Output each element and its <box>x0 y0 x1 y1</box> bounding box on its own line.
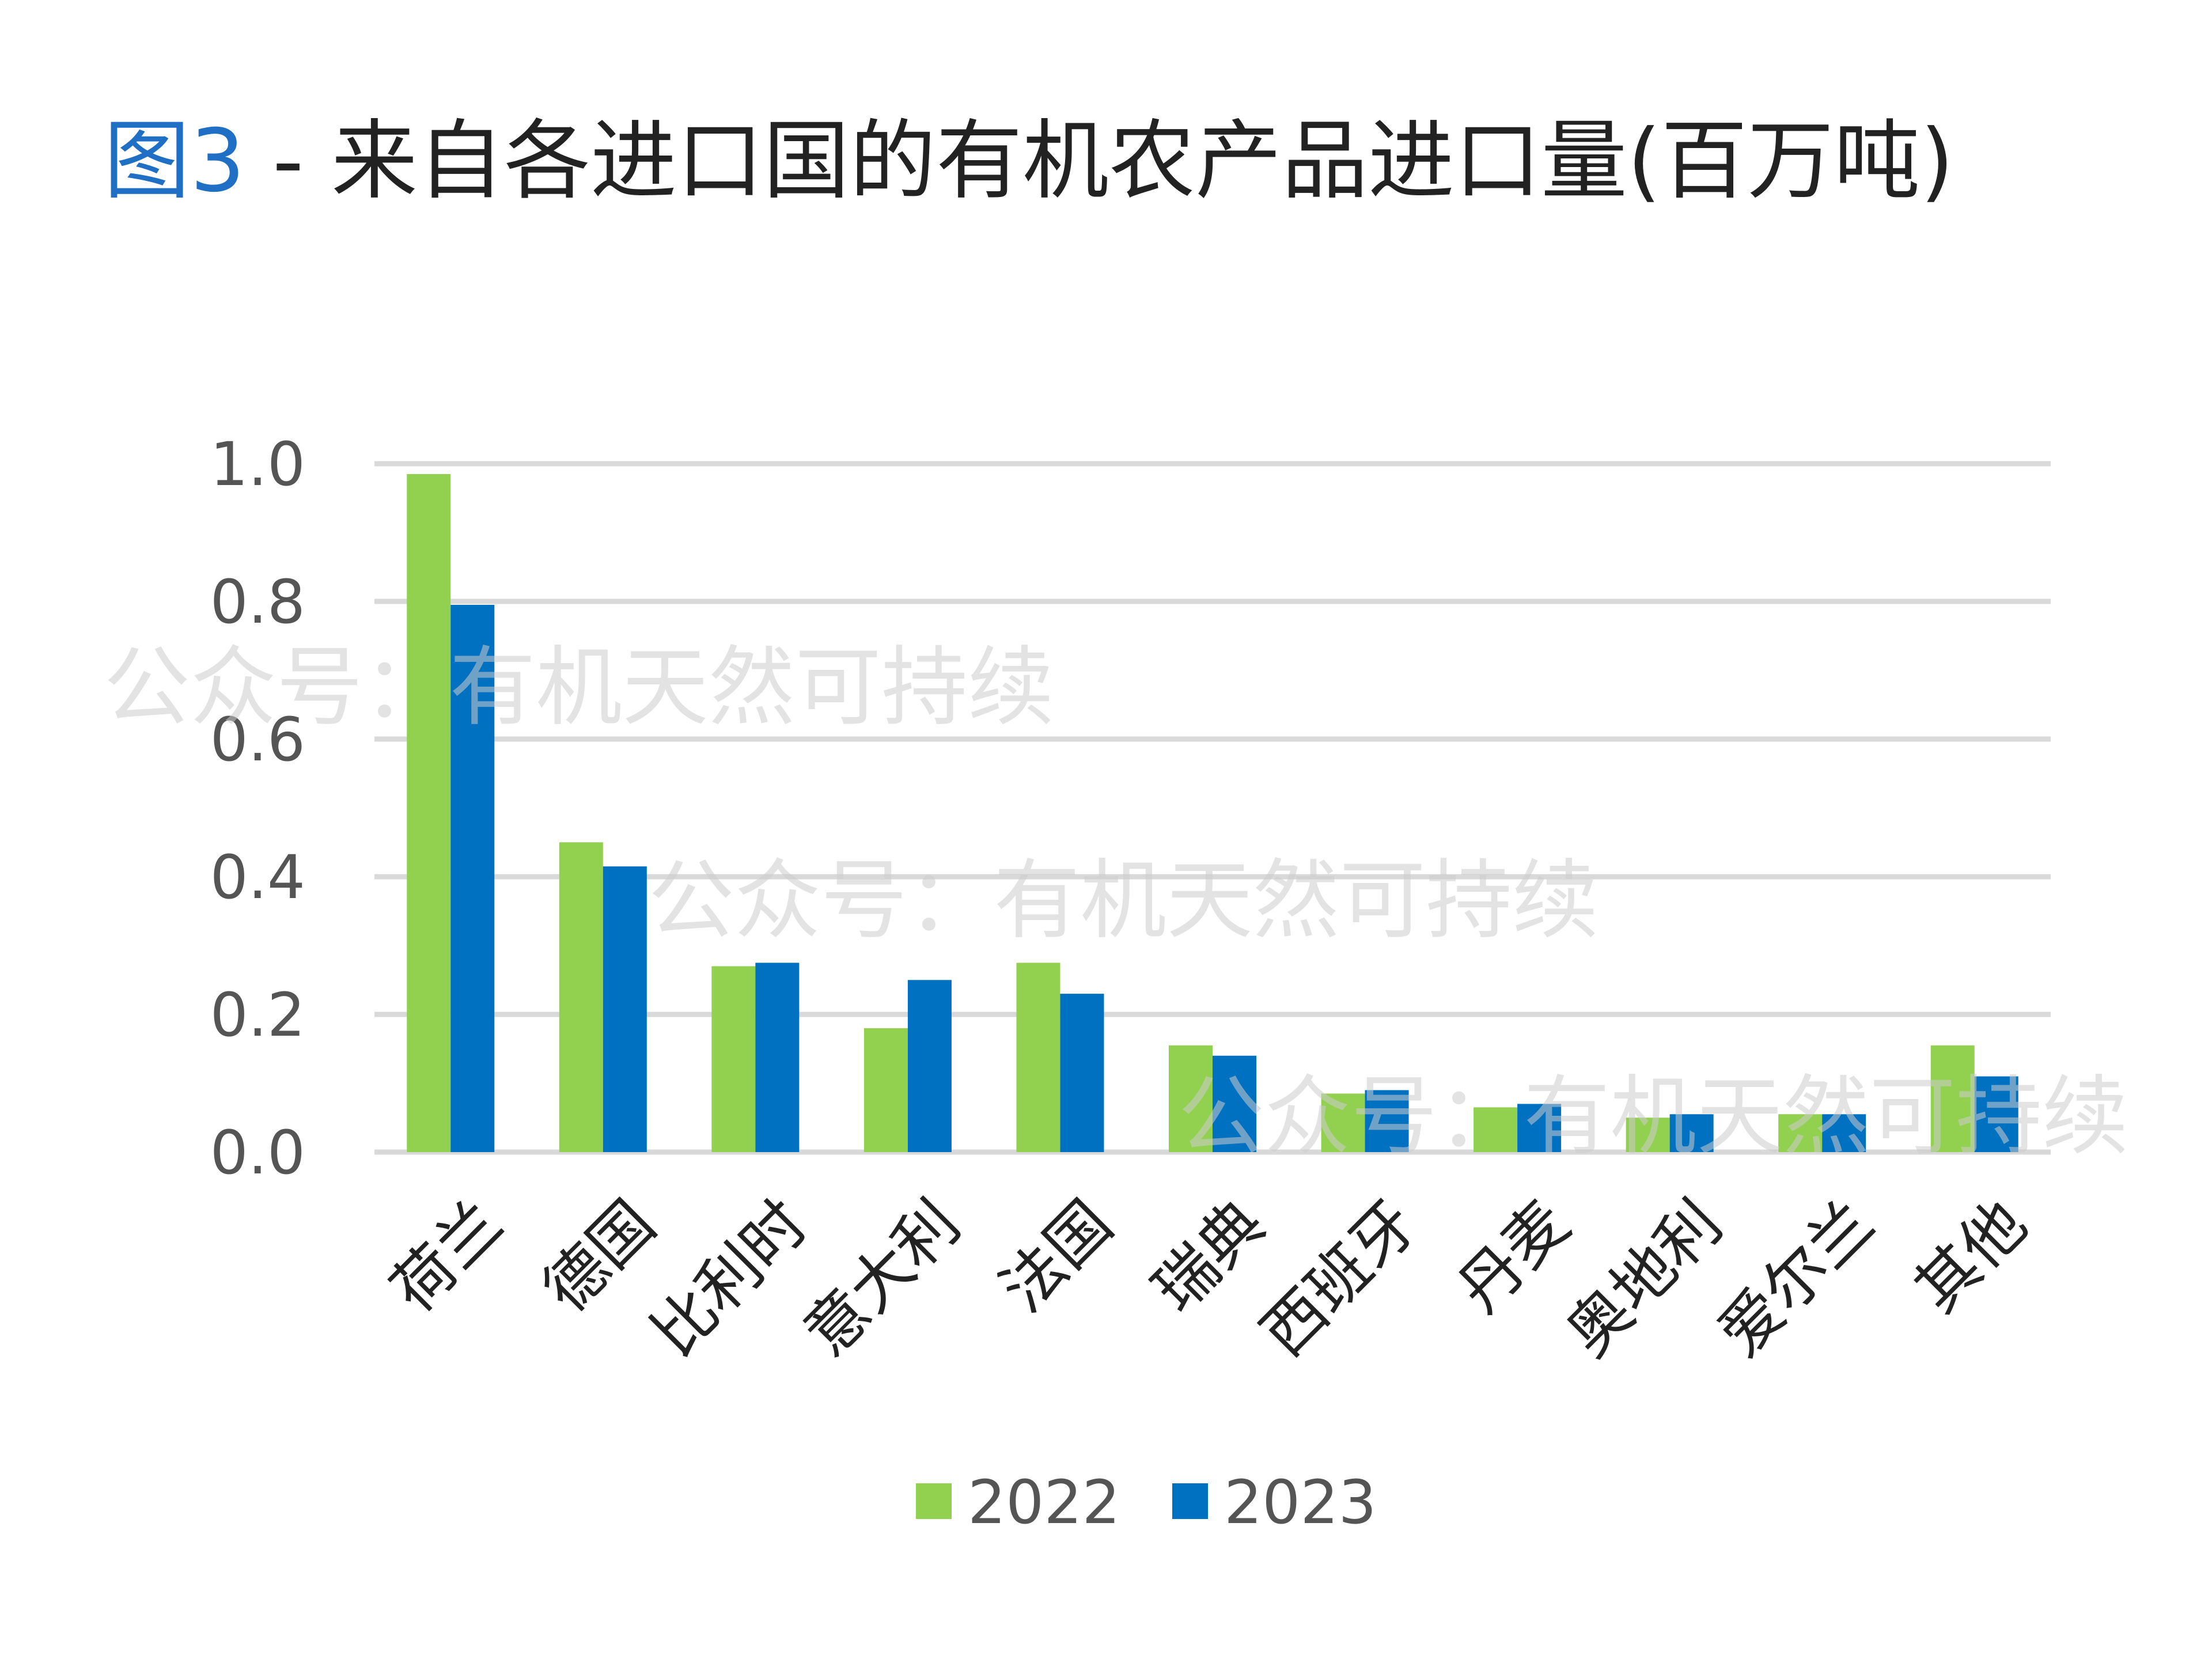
bar-2022-5 <box>1169 1045 1213 1152</box>
bar-2022-8 <box>1626 1118 1670 1152</box>
bar-2022-10 <box>1930 1045 1975 1152</box>
title-text: 来自各进口国的有机农产品进口量(百万吨) <box>331 111 1954 211</box>
bar-2023-8 <box>1669 1114 1714 1152</box>
x-category-label: 其他 <box>1902 1187 2040 1326</box>
bar-2023-2 <box>755 963 800 1152</box>
title-separator: - <box>245 111 331 211</box>
bar-2022-4 <box>1016 963 1060 1152</box>
x-category-label: 德国 <box>530 1187 669 1326</box>
x-category-label: 法国 <box>987 1187 1126 1326</box>
x-category-label: 奥地利 <box>1553 1187 1736 1370</box>
x-category-label: 比利时 <box>638 1187 821 1370</box>
x-category-label: 瑞典 <box>1139 1187 1278 1326</box>
bar-2023-0 <box>450 604 495 1152</box>
watermark-text: 公众号：有机天然可持续 <box>648 851 1599 951</box>
watermark-text: 公众号：有机天然可持续 <box>1178 1067 2128 1167</box>
y-tick-label: 1.0 <box>210 429 305 499</box>
bar-2023-10 <box>1974 1076 2018 1152</box>
bar-2023-9 <box>1822 1114 1866 1152</box>
x-category-label: 爱尔兰 <box>1705 1187 1888 1370</box>
x-category-label: 丹麦 <box>1444 1187 1583 1326</box>
bar-2023-1 <box>603 866 647 1152</box>
legend-item-2023: 2023 <box>1172 1467 1377 1537</box>
y-tick-label: 0.8 <box>210 567 305 637</box>
bar-2023-7 <box>1517 1104 1562 1152</box>
y-tick-label: 0.4 <box>210 842 305 912</box>
bar-2022-0 <box>407 474 451 1152</box>
gridlines <box>374 461 2051 1155</box>
bars <box>407 474 2018 1152</box>
figure-label: 图3 <box>104 111 245 211</box>
x-category-label: 意大利 <box>791 1187 974 1370</box>
bar-2023-5 <box>1213 1055 1256 1152</box>
legend-swatch <box>1172 1483 1208 1519</box>
bar-2022-7 <box>1474 1107 1518 1152</box>
bar-2022-3 <box>863 1028 908 1152</box>
bar-2022-9 <box>1778 1114 1823 1152</box>
y-axis-ticks: 0.0 0.2 0.4 0.6 0.8 1.0 <box>210 429 305 1188</box>
bar-2022-6 <box>1321 1093 1365 1152</box>
legend-swatch <box>916 1483 952 1519</box>
y-tick-label: 0.0 <box>210 1118 305 1188</box>
bar-2023-4 <box>1060 994 1104 1152</box>
x-category-label: 荷兰 <box>378 1187 517 1326</box>
x-category-label: 西班牙 <box>1248 1187 1431 1370</box>
legend-item-2022: 2022 <box>916 1467 1120 1537</box>
bar-2022-1 <box>559 842 603 1152</box>
y-tick-label: 0.2 <box>210 980 305 1050</box>
legend-label: 2023 <box>1224 1467 1377 1537</box>
bar-2023-6 <box>1365 1090 1409 1152</box>
legend-label: 2022 <box>968 1467 1120 1537</box>
legend: 2022 2023 <box>916 1467 1377 1537</box>
bar-2023-3 <box>907 980 952 1152</box>
watermark-text: 公众号：有机天然可持续 <box>104 638 1054 738</box>
bar-2022-2 <box>711 966 756 1152</box>
chart-title: 图3 - 来自各进口国的有机农产品进口量(百万吨) <box>104 109 1954 213</box>
y-tick-label: 0.6 <box>210 704 305 775</box>
